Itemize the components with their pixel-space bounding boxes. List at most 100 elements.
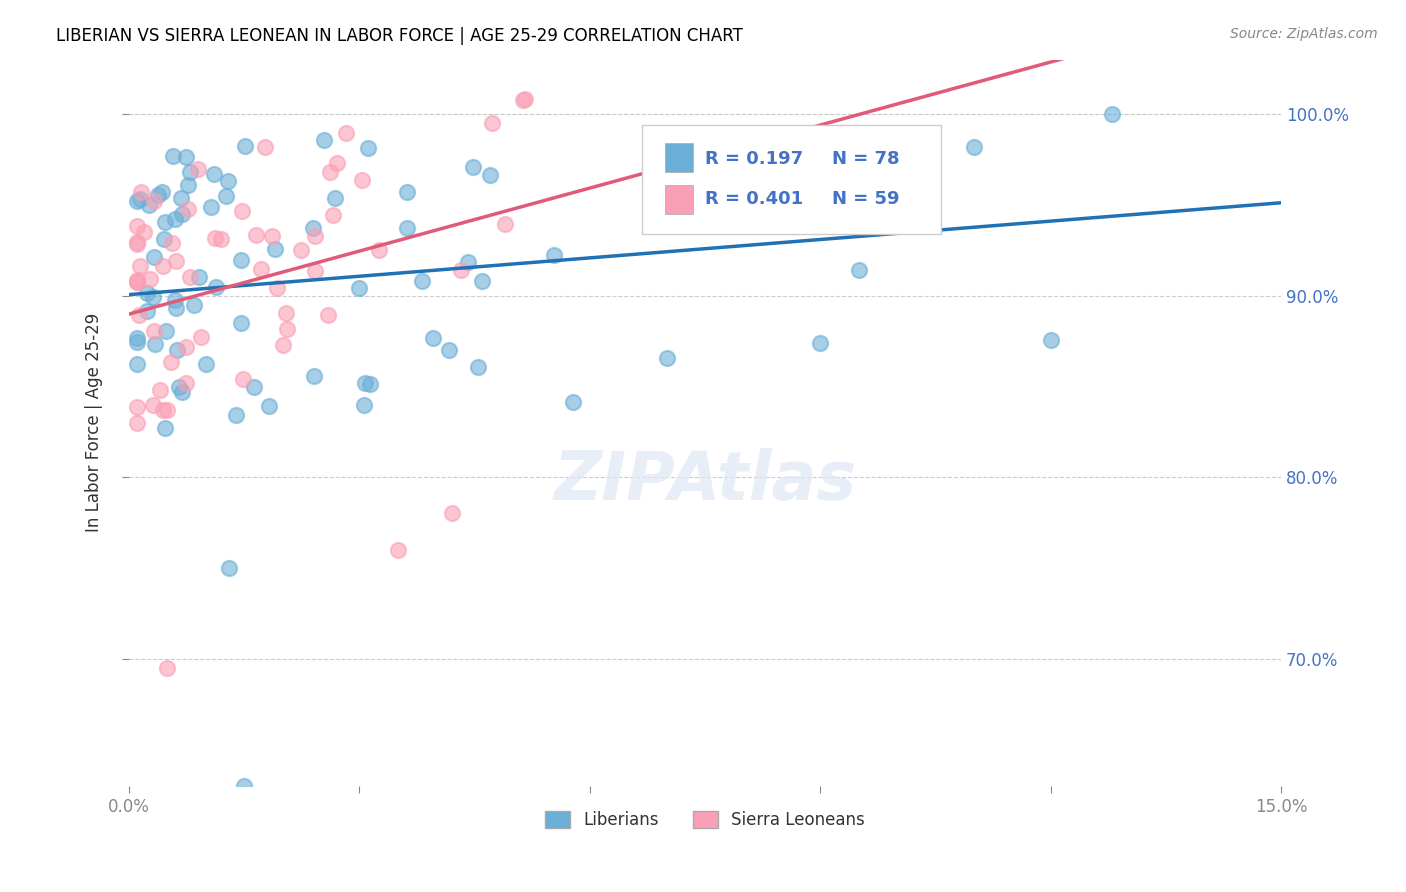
Liberians — [733, 142, 755, 156]
Sierra Leoneans — [318, 308, 340, 322]
Text: Source: ZipAtlas.com: Source: ZipAtlas.com — [1230, 27, 1378, 41]
Liberians — [218, 561, 240, 575]
Liberians — [135, 286, 157, 301]
Liberians — [170, 191, 193, 205]
Liberians — [146, 187, 169, 202]
Sierra Leoneans — [318, 165, 340, 179]
Liberians — [142, 250, 165, 264]
Sierra Leoneans — [134, 225, 156, 239]
Liberians — [195, 357, 218, 371]
Liberians — [471, 274, 494, 288]
Text: N = 78: N = 78 — [832, 150, 900, 168]
Liberians — [172, 207, 194, 221]
Liberians — [125, 357, 148, 371]
Sierra Leoneans — [142, 194, 165, 208]
Liberians — [543, 248, 565, 262]
Liberians — [177, 178, 200, 192]
Sierra Leoneans — [513, 92, 536, 106]
Sierra Leoneans — [190, 330, 212, 344]
Liberians — [357, 140, 380, 154]
Sierra Leoneans — [131, 185, 153, 199]
Liberians — [655, 351, 678, 365]
Liberians — [411, 274, 433, 288]
Liberians — [314, 133, 336, 147]
Liberians — [422, 331, 444, 345]
Liberians — [461, 161, 484, 175]
Liberians — [354, 376, 377, 390]
Sierra Leoneans — [139, 271, 162, 285]
Sierra Leoneans — [152, 403, 174, 417]
Liberians — [233, 139, 256, 153]
Liberians — [457, 254, 479, 268]
Sierra Leoneans — [165, 253, 187, 268]
Sierra Leoneans — [174, 376, 197, 390]
Sierra Leoneans — [209, 232, 232, 246]
Liberians — [963, 140, 986, 154]
Y-axis label: In Labor Force | Age 25-29: In Labor Force | Age 25-29 — [86, 313, 103, 533]
Sierra Leoneans — [481, 116, 503, 130]
Sierra Leoneans — [350, 172, 373, 186]
Liberians — [129, 192, 152, 206]
Liberians — [162, 148, 184, 162]
Liberians — [231, 316, 253, 330]
Liberians — [231, 252, 253, 267]
Sierra Leoneans — [125, 235, 148, 250]
Liberians — [353, 398, 375, 412]
Sierra Leoneans — [262, 229, 284, 244]
Liberians — [243, 379, 266, 393]
Liberians — [155, 324, 177, 338]
Liberians — [848, 263, 870, 277]
Sierra Leoneans — [494, 217, 516, 231]
Liberians — [439, 343, 461, 358]
Text: R = 0.401: R = 0.401 — [704, 190, 803, 208]
Liberians — [202, 167, 225, 181]
Liberians — [153, 421, 176, 435]
Sierra Leoneans — [250, 261, 273, 276]
Sierra Leoneans — [254, 139, 277, 153]
Sierra Leoneans — [142, 398, 165, 412]
Sierra Leoneans — [304, 229, 326, 244]
Liberians — [395, 220, 418, 235]
Sierra Leoneans — [174, 340, 197, 354]
Liberians — [302, 368, 325, 383]
Sierra Leoneans — [186, 162, 208, 177]
Liberians — [886, 198, 908, 212]
FancyBboxPatch shape — [665, 143, 693, 172]
Liberians — [165, 301, 187, 315]
Liberians — [172, 384, 194, 399]
Liberians — [808, 198, 831, 212]
Sierra Leoneans — [440, 507, 463, 521]
Sierra Leoneans — [129, 259, 152, 273]
Liberians — [264, 242, 287, 256]
Sierra Leoneans — [232, 372, 254, 386]
Sierra Leoneans — [325, 156, 347, 170]
Liberians — [167, 380, 190, 394]
Liberians — [136, 303, 159, 318]
Sierra Leoneans — [125, 417, 148, 431]
Sierra Leoneans — [159, 355, 181, 369]
Liberians — [205, 280, 228, 294]
Sierra Leoneans — [156, 403, 179, 417]
FancyBboxPatch shape — [665, 185, 693, 213]
Liberians — [886, 180, 908, 194]
Liberians — [183, 298, 205, 312]
Sierra Leoneans — [125, 275, 148, 289]
Liberians — [138, 198, 160, 212]
Sierra Leoneans — [276, 306, 298, 320]
Liberians — [323, 190, 346, 204]
Liberians — [174, 150, 197, 164]
Sierra Leoneans — [273, 338, 295, 352]
Liberians — [153, 232, 176, 246]
Liberians — [125, 194, 148, 208]
Sierra Leoneans — [152, 259, 174, 273]
Liberians — [152, 185, 174, 199]
Sierra Leoneans — [179, 269, 201, 284]
Legend: Liberians, Sierra Leoneans: Liberians, Sierra Leoneans — [538, 804, 872, 836]
Liberians — [808, 335, 831, 350]
Sierra Leoneans — [335, 126, 357, 140]
Liberians — [125, 330, 148, 344]
Sierra Leoneans — [512, 93, 534, 107]
Liberians — [179, 164, 201, 178]
Liberians — [166, 343, 188, 357]
Liberians — [479, 168, 502, 182]
